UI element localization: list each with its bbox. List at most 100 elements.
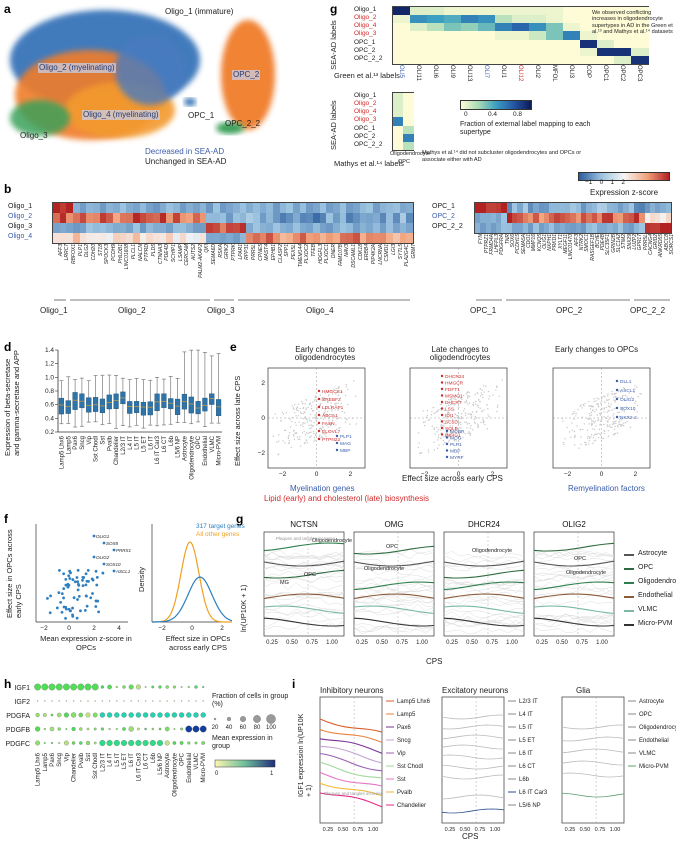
g-bg-line	[533, 627, 615, 634]
g-bg-line	[443, 564, 525, 573]
e-point	[621, 407, 624, 409]
d-category-label: Micro-PVM	[217, 436, 223, 466]
g-bg-line	[533, 597, 615, 606]
g-series-line	[533, 542, 615, 552]
c-ylabel: SEA-AD labels	[329, 20, 338, 70]
b-heat-cell	[299, 223, 307, 234]
b-heat-cell	[233, 203, 241, 214]
e-point	[323, 429, 325, 431]
e-point	[341, 410, 343, 413]
e-point	[310, 407, 313, 410]
e-gene-label: LSS	[445, 407, 454, 413]
i-legend-label: Sncg	[397, 738, 411, 744]
d-box	[79, 393, 85, 409]
b-heat-cell	[159, 233, 167, 244]
i-xtick: 1.00	[368, 827, 379, 833]
g-series-line	[263, 560, 345, 567]
e-highlight-point	[615, 388, 619, 392]
c-heat-cell	[597, 31, 615, 41]
b-gene-label: CSMD1	[384, 244, 391, 262]
b-heat-cell	[199, 203, 207, 214]
h-dot	[202, 685, 205, 689]
e-point	[578, 447, 580, 449]
b-heat-cell	[406, 223, 414, 234]
e-gene-label: MYRF	[450, 455, 464, 461]
g-xtick: 1.00	[506, 640, 518, 646]
b-heat-cell	[273, 213, 281, 224]
h-col-label: VLMC	[194, 752, 200, 769]
h-dot	[115, 685, 118, 689]
f-scatter-point	[77, 583, 81, 587]
b-heat-cell	[313, 203, 321, 214]
h-size-dot	[240, 716, 246, 722]
e-highlight-point	[445, 449, 449, 452]
e-point	[624, 422, 626, 424]
e-point	[600, 437, 603, 439]
b-zscore-label: Expression z-score	[590, 188, 659, 197]
c-heat-cell	[461, 47, 479, 57]
b-heat-cell	[273, 223, 281, 234]
c-heat-cell	[546, 15, 564, 24]
b-gene-label: CERCAM	[184, 244, 191, 266]
c-heat-cell	[495, 15, 513, 24]
i-title3: Glia	[576, 686, 591, 695]
h-dot	[101, 700, 104, 702]
e-point	[619, 418, 621, 420]
e-point	[330, 389, 332, 392]
e-point	[322, 399, 324, 401]
f-scatter-xtick: 2	[92, 625, 96, 632]
b-heat-cell	[273, 203, 281, 214]
e-gene-label: FDFT1	[445, 387, 460, 393]
c-col-label: MFOL	[550, 65, 557, 82]
b-heat-cell	[475, 223, 481, 234]
h-col-label: Sst Chodl	[93, 753, 99, 779]
h-dot	[79, 727, 83, 731]
b-heat-cell	[496, 223, 502, 234]
f-scatter-point	[85, 594, 88, 598]
panel-g-label: g	[236, 512, 244, 526]
e-point	[613, 421, 616, 423]
e-title2: Late changes to oligodendrocytes	[429, 345, 491, 362]
b-heat-cell	[259, 223, 267, 234]
e-point	[603, 416, 605, 418]
g-bg-line	[353, 596, 435, 605]
d-category-label: L4 IT	[128, 436, 134, 450]
d-category-label: Sst Chodl	[94, 436, 100, 462]
e-point	[623, 424, 625, 427]
e-point	[598, 398, 600, 400]
c-heat-cell	[427, 7, 445, 16]
f-scatter-xtick: 0	[67, 625, 71, 632]
g-bg-line	[533, 570, 615, 578]
c-heat2-cell	[393, 101, 404, 110]
c-heat-cell	[495, 47, 513, 57]
e-point	[593, 400, 595, 403]
e-point	[603, 432, 606, 435]
d-category-label: L6 IT Car3	[155, 435, 161, 464]
b-heat-cell	[366, 223, 374, 234]
e-point	[634, 400, 637, 402]
i-series-line	[441, 794, 505, 800]
e-point	[599, 433, 601, 435]
e-point	[442, 424, 444, 427]
h-size-tick: 80	[254, 725, 261, 731]
panel-c: g SEA-AD labels Oligo_1 Oligo_2 Oligo_4 Oli…	[329, 0, 676, 181]
e-point	[449, 425, 451, 427]
e-gene-label: HMGCR	[445, 381, 464, 387]
e-point	[595, 408, 597, 411]
e-point	[594, 410, 596, 413]
c-col-label: OPC3	[635, 65, 642, 82]
b-heat-cell	[490, 203, 497, 214]
e-point	[570, 436, 572, 438]
c-heat-cell	[495, 55, 513, 65]
c-heat-cell	[529, 55, 547, 65]
e-point	[457, 400, 460, 403]
d-box	[133, 401, 140, 413]
e-point	[588, 436, 591, 438]
f-scatter-point	[79, 609, 82, 613]
i-legend-label: Lamp5	[397, 712, 416, 718]
b-heat-cell	[607, 203, 614, 214]
e-point	[597, 436, 600, 439]
e-point	[600, 434, 602, 436]
b-gene-label: PLP1	[77, 244, 84, 257]
b-gene-label: LGI3	[391, 244, 397, 255]
